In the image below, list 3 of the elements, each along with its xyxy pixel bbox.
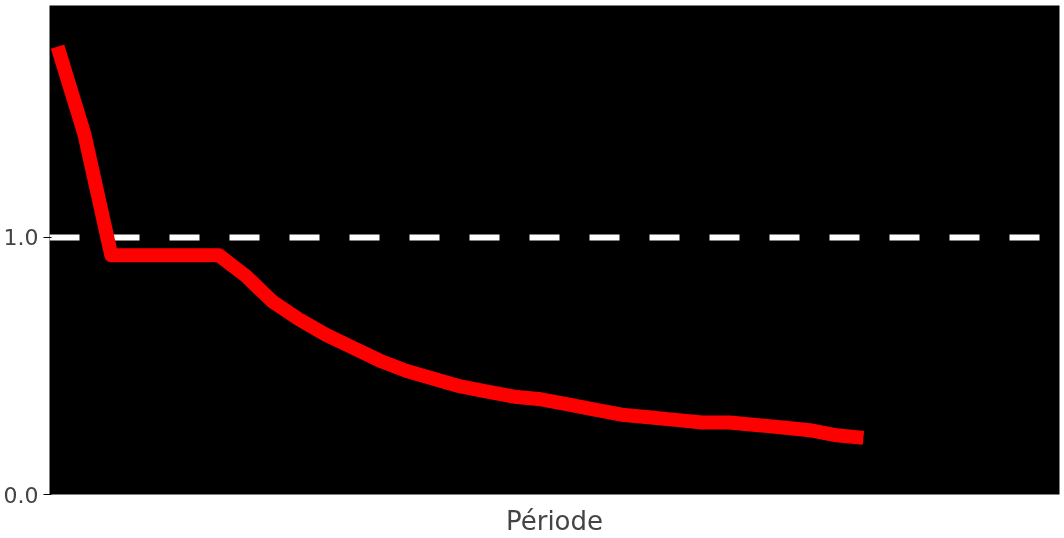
y-tick-label: 1.0: [3, 225, 39, 251]
x-axis-title: Période: [505, 505, 604, 536]
y-tick-label: 0.0: [3, 482, 39, 508]
